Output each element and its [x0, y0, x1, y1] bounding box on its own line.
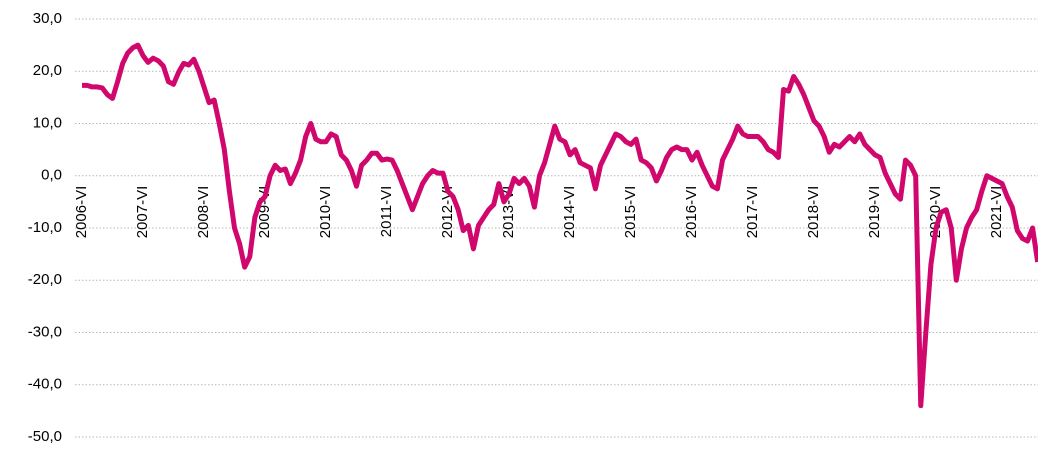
x-tick-label: 2014-VI [561, 186, 578, 239]
y-tick-label: 0,0 [41, 167, 62, 184]
y-tick-label: -10,0 [28, 219, 62, 236]
y-tick-label: 10,0 [33, 114, 62, 131]
x-tick-label: 2006-VI [73, 186, 90, 239]
x-tick-label: 2011-VI [378, 186, 395, 237]
x-tick-label: 2017-VI [744, 186, 761, 239]
x-tick-label: 2020-VI [927, 186, 944, 239]
x-tick-label: 2015-VI [622, 186, 639, 239]
x-tick-label: 2008-VI [195, 186, 212, 239]
data-line [82, 42, 1038, 409]
y-tick-label: 20,0 [33, 62, 62, 79]
x-tick-label: 2010-VI [317, 186, 334, 239]
x-tick-label: 2016-VI [683, 186, 700, 239]
y-tick-label: -30,0 [28, 323, 62, 340]
y-tick-label: -40,0 [28, 376, 62, 393]
y-tick-label: -20,0 [28, 271, 62, 288]
y-tick-label: 30,0 [33, 10, 62, 27]
x-tick-label: 2021-VI [988, 186, 1005, 239]
y-tick-label: -50,0 [28, 428, 62, 445]
x-tick-label: 2018-VI [805, 186, 822, 239]
x-tick-label: 2019-VI [866, 186, 883, 239]
x-tick-label: 2007-VI [134, 186, 151, 239]
